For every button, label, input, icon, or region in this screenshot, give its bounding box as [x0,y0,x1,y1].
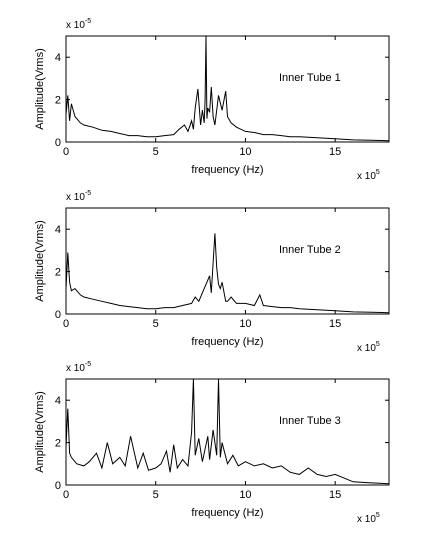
x-exponent-power: 5 [376,512,380,519]
x-tick-label: 0 [63,489,69,501]
plot-frame [65,207,390,315]
x-tick-label: 10 [239,146,251,158]
y-tick-label: 2 [55,438,61,450]
x-tick-label: 10 [239,489,251,501]
x-exponent-base: x 10 [357,171,376,182]
x-tick-label: 5 [153,489,159,501]
y-axis-label: Amplitude(Vrms) [34,48,46,130]
series-annotation: Inner Tube 2 [279,244,341,256]
y-exponent-label: x 10-5 [66,18,91,31]
x-tick-label: 0 [63,318,69,330]
y-tick-label: 4 [55,224,61,236]
x-tick-label: 15 [329,318,341,330]
x-exponent-base: x 10 [357,514,376,525]
y-exponent-label: x 10-5 [66,190,91,203]
data-series-line [66,233,389,314]
y-tick-label: 0 [55,480,61,492]
y-axis-label: Amplitude(Vrms) [34,391,46,473]
x-tick-label: 10 [239,318,251,330]
x-tick-label: 5 [153,318,159,330]
x-exponent-label: x 105 [357,512,380,525]
x-axis-label: frequency (Hz) [191,507,263,519]
x-exponent-label: x 105 [357,341,380,354]
y-tick-label: 2 [55,267,61,279]
y-exponent-base: x 10 [66,20,85,31]
x-tick-label: 15 [329,489,341,501]
data-series-line [66,379,389,485]
data-series-line [66,36,389,142]
y-exponent-power: -5 [85,190,91,197]
y-axis-label: Amplitude(Vrms) [34,220,46,302]
y-tick-label: 0 [55,309,61,321]
x-tick-label: 15 [329,146,341,158]
series-annotation: Inner Tube 1 [279,72,341,84]
y-tick-label: 4 [55,52,61,64]
x-axis-label: frequency (Hz) [191,164,263,176]
x-exponent-label: x 105 [357,169,380,182]
y-tick-label: 0 [55,137,61,149]
y-exponent-power: -5 [85,18,91,25]
x-tick-label: 5 [153,146,159,158]
y-exponent-base: x 10 [66,363,85,374]
y-exponent-label: x 10-5 [66,361,91,374]
y-exponent-power: -5 [85,361,91,368]
x-exponent-power: 5 [376,169,380,176]
x-tick-label: 0 [63,146,69,158]
x-axis-label: frequency (Hz) [191,336,263,348]
series-annotation: Inner Tube 3 [279,415,341,427]
y-exponent-base: x 10 [66,192,85,203]
plot-frame [65,378,390,486]
x-exponent-base: x 10 [357,343,376,354]
x-exponent-power: 5 [376,341,380,348]
y-tick-label: 4 [55,395,61,407]
plot-frame [65,35,390,143]
y-tick-label: 2 [55,95,61,107]
